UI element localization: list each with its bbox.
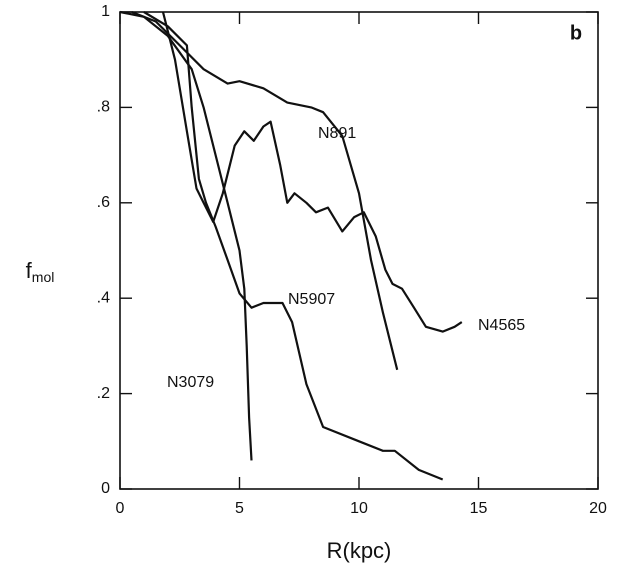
y-tick-label: .8	[97, 99, 110, 116]
y-tick-label: 0	[101, 480, 110, 497]
y-axis-label: fmol	[26, 258, 55, 285]
series-label: N891	[318, 125, 356, 142]
y-tick-label: .4	[97, 289, 110, 306]
y-axis-label-main: f	[26, 258, 33, 283]
panel-label: b	[570, 22, 582, 44]
x-tick-label: 20	[589, 500, 607, 517]
x-tick-label: 10	[350, 500, 368, 517]
series-label: N3079	[167, 374, 214, 391]
y-tick-label: .2	[97, 385, 110, 402]
series-line	[161, 11, 463, 333]
plot-frame	[119, 11, 599, 490]
x-tick-label: 5	[235, 500, 244, 517]
y-tick-label: 1	[101, 3, 110, 20]
series-label: N4565	[478, 317, 525, 334]
y-axis-label-subscript: mol	[32, 269, 55, 285]
series-line	[131, 10, 399, 371]
series-line	[143, 11, 444, 481]
series-line	[119, 10, 253, 461]
x-axis-label: R(kpc)	[327, 538, 392, 563]
x-tick-label: 15	[470, 500, 488, 517]
x-tick-label: 0	[116, 500, 125, 517]
series-label: N5907	[288, 291, 335, 308]
y-tick-label: .6	[97, 194, 110, 211]
